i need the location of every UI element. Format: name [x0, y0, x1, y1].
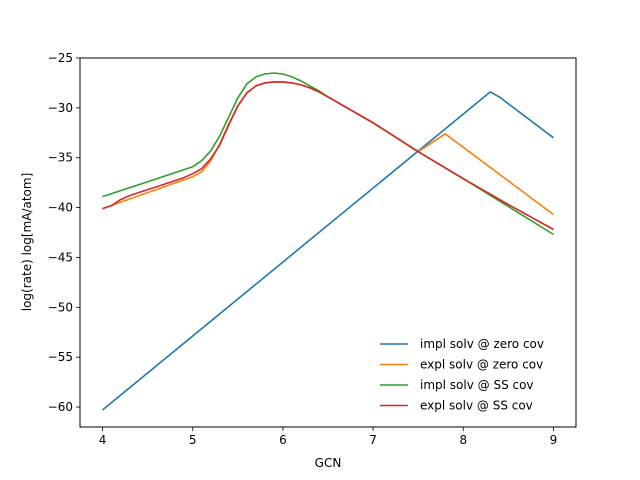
legend-label: impl solv @ SS cov: [420, 378, 534, 392]
series-line-1: [101, 91, 554, 411]
y-tick-label: −60: [48, 400, 73, 414]
legend-label: expl solv @ SS cov: [420, 399, 533, 413]
legend-label: impl solv @ zero cov: [420, 337, 544, 351]
x-tick-label: 9: [550, 433, 558, 447]
legend: impl solv @ zero cov expl solv @ zero cov…: [380, 337, 544, 413]
x-tick-label: 8: [459, 433, 467, 447]
y-tick-label: −35: [48, 151, 73, 165]
x-tick-label: 6: [279, 433, 287, 447]
y-axis: −60 −55 −50 −45 −40 −35 −30 −25: [48, 51, 80, 414]
legend-label: expl solv @ zero cov: [420, 358, 543, 372]
series-group: [101, 72, 554, 411]
y-axis-label: log(rate) log[mA/atom]: [20, 173, 34, 312]
x-axis-label: GCN: [315, 456, 342, 470]
y-tick-label: −45: [48, 250, 73, 264]
y-tick-label: −50: [48, 300, 73, 314]
plot-area: [79, 57, 577, 428]
y-tick-label: −25: [48, 51, 73, 65]
y-tick-label: −40: [48, 201, 73, 215]
x-tick-label: 4: [99, 433, 107, 447]
axes-frame: [79, 57, 577, 428]
series-line-4: [102, 81, 554, 231]
y-tick-label: −30: [48, 101, 73, 115]
x-tick-label: 7: [369, 433, 377, 447]
x-axis: 4 5 6 7 8 9: [99, 427, 558, 447]
y-tick-label: −55: [48, 350, 73, 364]
x-tick-label: 5: [189, 433, 197, 447]
